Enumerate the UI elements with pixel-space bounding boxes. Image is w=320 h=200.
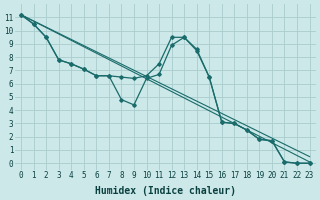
X-axis label: Humidex (Indice chaleur): Humidex (Indice chaleur): [95, 186, 236, 196]
